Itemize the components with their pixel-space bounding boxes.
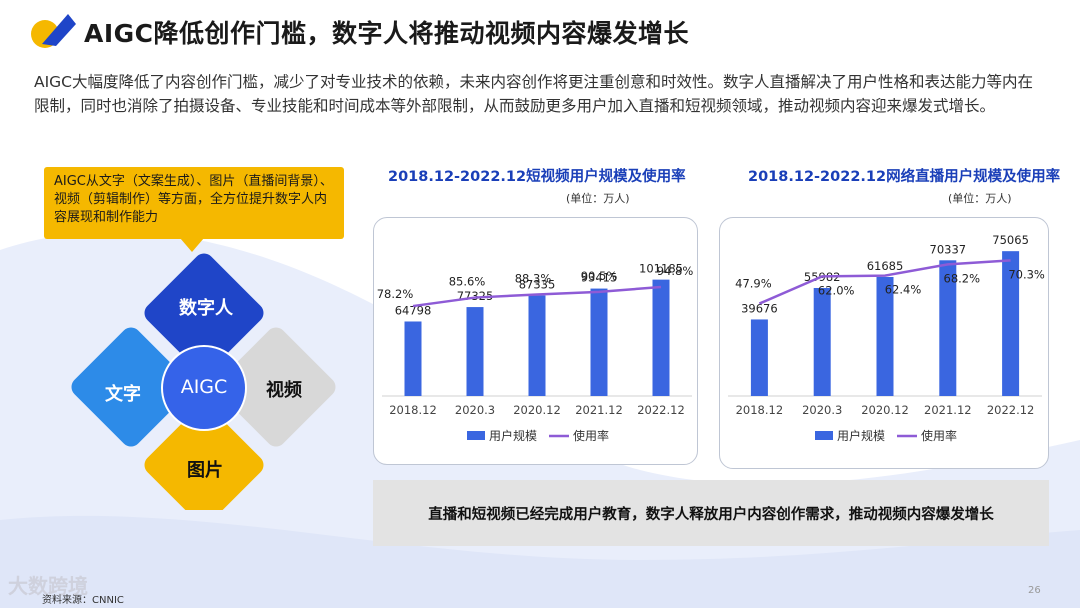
tick-label-2020.12: 2020.12 [861,403,909,417]
line-label-2018.12: 47.9% [735,277,772,291]
chart2-card: 39676 2018.12 55982 2020.3 61685 2020.12 70337… [719,217,1049,469]
diamond-label-right: 视频 [266,380,302,401]
bar-2020.12 [528,295,546,396]
watermark: 大数跨境 [8,574,88,598]
legend-bar-swatch [815,431,833,440]
bar-2020.3 [466,307,484,396]
intro-paragraph: AIGC大幅度降低了内容创作门槛，减少了对专业技术的依赖，未来内容创作将更注重创… [34,73,1034,115]
bar-2022.12 [1002,251,1020,396]
tick-label-2018.12: 2018.12 [736,403,784,417]
tick-label-2018.12: 2018.12 [389,403,437,417]
line-label-2022.12: 70.3% [1008,267,1045,281]
summary-banner: 直播和短视频已经完成用户教育，数字人释放用户内容创作需求，推动视频内容爆发增长 [373,480,1049,546]
tick-label-2020.3: 2020.3 [802,403,842,417]
line-label-2020.12: 88.3% [515,271,552,285]
bar-label-2020.12: 87335 [519,278,556,292]
chart2-svg: 396762018.12559822020.3616852020.1270337… [728,233,1045,443]
diamond-right [216,327,336,447]
diamond-label-left: 文字 [105,384,141,405]
chart1-title: 2018.12-2022.12短视频用户规模及使用率 [388,169,686,185]
bar-label-2018.12: 64798 [395,303,432,317]
diamond-shapes [71,253,336,525]
legend-bar-swatch [467,431,485,440]
line-label-2020.3: 85.6% [449,275,486,289]
diamond-bottom [144,405,264,525]
brand-logo-icon [31,14,76,48]
chart2-unit: (单位：万人) [948,192,1012,205]
line-label-2020.3: 62.0% [818,283,855,297]
bar-label-2022.12: 101185 [639,262,683,276]
chart2-title: 2018.12-2022.12网络直播用户规模及使用率 [748,169,1061,185]
line-label-2022.12: 94.8% [657,264,694,278]
bar-label-2018.12: 39676 [741,301,778,315]
bar-label-2022.12: 75065 [992,233,1029,247]
legend-line-label: 使用率 [573,428,609,443]
page-title: AIGC降低创作门槛，数字人将推动视频内容爆发增长 [84,19,690,48]
line-label-2018.12: 78.2% [377,287,414,301]
legend-line-label: 使用率 [921,428,957,443]
bar-2018.12 [750,319,768,396]
legend-bar-label: 用户规模 [489,428,537,443]
tick-label-2021.12: 2021.12 [924,403,972,417]
tick-label-2021.12: 2021.12 [575,403,623,417]
line-label-2021.12: 68.2% [944,271,981,285]
center-circle [161,345,247,431]
aigc-callout: AIGC从文字（文案生成）、图片（直播间背景）、视频（剪辑制作）等方面，全方位提… [44,167,344,239]
line-series-usage-rate [412,285,662,308]
tick-label-2022.12: 2022.12 [637,403,685,417]
bar-2021.12 [939,260,957,396]
source-note: 资料来源：CNNIC [42,595,124,606]
tick-label-2020.12: 2020.12 [513,403,561,417]
legend-bar-label: 用户规模 [837,428,885,443]
diamond-label-center: AIGC [180,376,228,398]
diamond-top [144,253,264,373]
line-label-2020.12: 62.4% [885,283,922,297]
diamond-label-bottom: 图片 [187,460,223,481]
diamond-left [71,327,191,447]
bar-2020.3 [813,287,831,396]
line-series-usage-rate [758,259,1011,305]
aigc-diamond-diagram: 数字人 文字 视频 图片 AIGC [60,250,360,525]
chart1-unit: (单位：万人) [566,192,630,205]
tick-label-2022.12: 2022.12 [987,403,1035,417]
bar-2022.12 [652,279,670,396]
line-label-2021.12: 90.5% [581,269,618,283]
chart1-card: 64798 2018.12 77325 2020.3 87335 2020.12 93415… [373,217,698,465]
diamond-label-top: 数字人 [179,298,233,319]
page-number: 26 [1028,585,1041,596]
bar-label-2020.12: 61685 [867,259,904,273]
callout-pointer [180,238,204,252]
bar-label-2021.12: 70337 [930,242,967,256]
bar-2020.12 [876,276,894,396]
bar-2021.12 [590,288,608,396]
chart1-svg: 647982018.12773252020.3873352020.1293415… [377,262,694,443]
tick-label-2020.3: 2020.3 [455,403,495,417]
bar-2018.12 [404,321,422,396]
bar-label-2021.12: 93415 [581,271,618,285]
